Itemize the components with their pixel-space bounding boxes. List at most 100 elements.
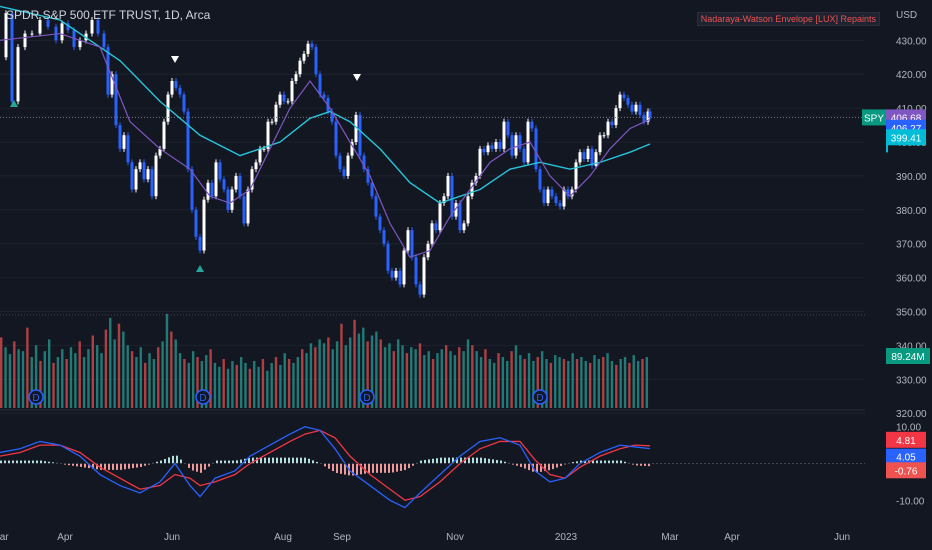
- volume-bar: [148, 353, 151, 408]
- volume-bar: [8, 354, 12, 408]
- macd-histogram-bar: [608, 460, 610, 464]
- volume-bar: [436, 353, 439, 408]
- macd-histogram-bar: [12, 460, 14, 464]
- candle-body: [90, 20, 94, 34]
- macd-histogram-bar: [108, 463, 110, 470]
- macd-histogram-bar: [612, 460, 614, 464]
- candle-body: [290, 81, 294, 102]
- macd-histogram-bar: [644, 463, 646, 466]
- candle-body: [554, 196, 558, 204]
- macd-histogram-bar: [112, 463, 114, 470]
- volume-bar: [279, 364, 282, 408]
- volume-bar: [484, 349, 487, 408]
- candle-body: [526, 121, 530, 163]
- macd-histogram-bar: [308, 458, 310, 464]
- candle-body: [422, 257, 426, 295]
- candle-body: [582, 152, 586, 159]
- candle-body: [458, 203, 462, 231]
- candle-body: [646, 111, 650, 122]
- macd-histogram-bar: [188, 463, 190, 468]
- macd-histogram-bar: [316, 461, 318, 464]
- macd-histogram-bar: [44, 461, 46, 464]
- candle-body: [614, 108, 618, 126]
- candle-body: [206, 182, 210, 200]
- candle-body: [222, 179, 226, 190]
- candle-body: [202, 199, 206, 251]
- volume-bar: [567, 360, 570, 408]
- volume-bar: [427, 351, 430, 408]
- volume-bar: [296, 357, 300, 408]
- macd-histogram-bar: [208, 463, 210, 467]
- macd-line: [0, 426, 651, 509]
- volume-bar: [69, 347, 73, 408]
- indicator-label[interactable]: Nadaraya-Watson Envelope [LUX] Repaints: [696, 12, 880, 26]
- macd-histogram-bar: [80, 463, 82, 467]
- macd-histogram-bar: [0, 460, 2, 464]
- volume-bar: [0, 337, 3, 408]
- macd-histogram-bar: [396, 463, 398, 472]
- value-tag-label: 406.68: [891, 113, 922, 124]
- volume-bar: [104, 329, 108, 408]
- macd-histogram-bar: [312, 460, 314, 464]
- macd-histogram-bar: [16, 460, 18, 464]
- volume-bar: [549, 362, 553, 408]
- macd-histogram-bar: [448, 457, 450, 464]
- axes: 430.00420.00410.00400.00390.00380.00370.…: [0, 10, 927, 543]
- volume-bar: [418, 343, 422, 408]
- volume-bar: [453, 355, 457, 408]
- candle-body: [226, 189, 230, 210]
- volume-bar: [95, 345, 99, 408]
- candle-body: [514, 135, 518, 156]
- candle-body: [438, 203, 442, 231]
- macd-histogram-bar: [540, 463, 542, 472]
- candle-body: [150, 169, 154, 197]
- candle-body: [310, 43, 314, 48]
- volume-bar: [174, 339, 177, 408]
- candle-body: [406, 230, 410, 251]
- macd-histogram-bar: [584, 460, 586, 464]
- candle-body: [126, 135, 130, 163]
- macd-histogram-bar: [124, 463, 126, 470]
- macd-histogram-bar: [164, 458, 166, 464]
- macd-histogram-bar: [220, 460, 222, 464]
- volume-bar: [584, 360, 587, 408]
- macd-histogram-bar: [436, 458, 438, 464]
- candle-body: [23, 33, 27, 48]
- volume-bar: [610, 360, 614, 408]
- candle-body: [278, 94, 282, 105]
- candle-body: [570, 189, 574, 197]
- currency-label: USD: [896, 10, 917, 21]
- volume-bar: [65, 359, 68, 408]
- dividend-marker: [532, 389, 548, 405]
- candle-body: [370, 182, 374, 197]
- candle-body: [210, 182, 214, 197]
- macd-histogram-bar: [488, 458, 490, 464]
- macd-histogram-bar: [288, 457, 290, 464]
- macd-histogram-bar: [200, 463, 202, 473]
- candle-body: [398, 270, 402, 285]
- volume-bar: [305, 353, 308, 408]
- candle-body: [194, 209, 198, 237]
- volume-bar: [357, 333, 361, 408]
- candle-body: [346, 155, 350, 176]
- candle-body: [186, 111, 190, 170]
- volume-bar: [510, 351, 513, 408]
- volume-bar: [440, 349, 444, 408]
- candle-body: [286, 101, 290, 103]
- candle-body: [546, 189, 550, 204]
- macd-histogram-bar: [512, 463, 514, 465]
- volume-bar: [248, 368, 252, 408]
- macd-histogram-bar: [552, 463, 554, 470]
- volume-bar: [17, 349, 20, 408]
- macd-histogram-bar: [280, 457, 282, 464]
- macd-histogram-bar: [84, 463, 86, 468]
- volume-bar: [183, 359, 186, 408]
- dividend-label: D: [363, 393, 370, 404]
- candle-body: [530, 121, 534, 129]
- macd-histogram-bar: [132, 463, 134, 469]
- candle-body: [542, 189, 546, 204]
- signal-arrow: [171, 56, 179, 63]
- macd-histogram-bar: [440, 457, 442, 464]
